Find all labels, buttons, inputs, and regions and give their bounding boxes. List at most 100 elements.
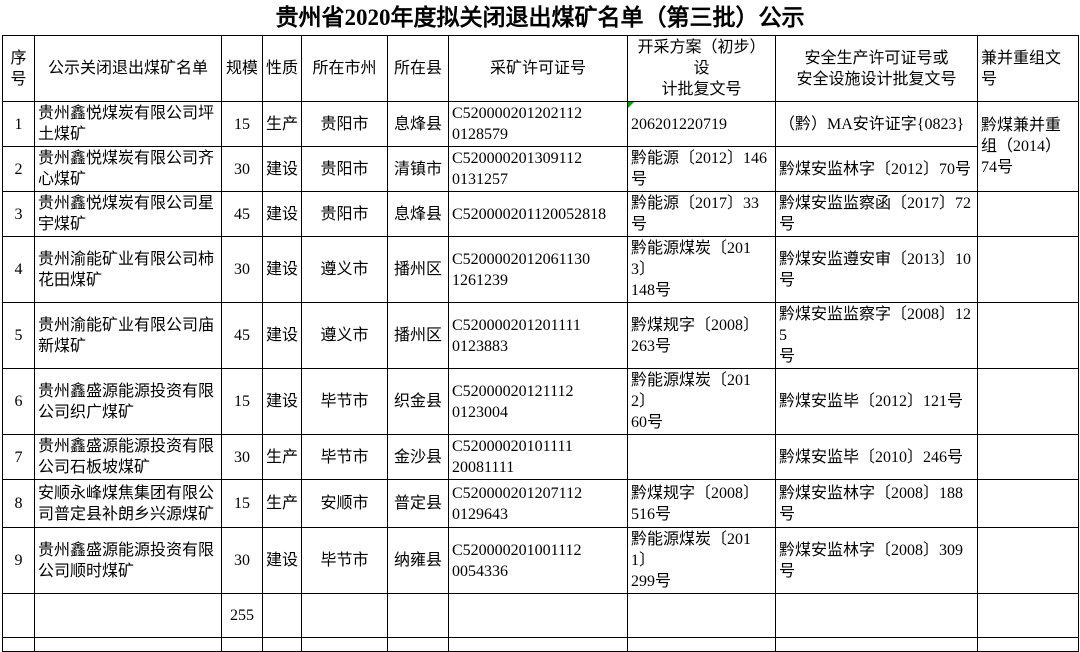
col-header-plan-approval: 开采方案（初步）设 计批复文号 <box>627 35 776 102</box>
cell-serial: 2 <box>2 146 35 192</box>
cell-mining-license: C520000201201111 0123883 <box>448 302 628 369</box>
cell-serial: 1 <box>2 101 35 147</box>
cell-city: 毕节市 <box>301 434 388 480</box>
cell-merger-doc-empty <box>977 593 1079 638</box>
plan-approval-text: 206201220719 <box>631 115 727 133</box>
cell-merger-doc <box>977 434 1079 480</box>
cell-merger-doc <box>977 302 1079 369</box>
cell-nature: 建设 <box>262 191 302 237</box>
announcement-page: 贵州省2020年度拟关闭退出煤矿名单（第三批）公示 序号 公示关闭退出煤矿名单 … <box>2 5 1079 652</box>
col-header-safety-license: 安全生产许可证号或 安全设施设计批复文号 <box>775 35 978 102</box>
cell-plan-approval: 黔能源煤炭〔2011〕 299号 <box>627 527 776 594</box>
cell-scale: 45 <box>221 191 263 237</box>
col-header-city: 所在市州 <box>301 35 388 102</box>
cell-safety-license: （黔）MA安许证字{0823} <box>775 101 978 147</box>
cell-mine-name-empty <box>34 593 222 638</box>
cell-nature: 建设 <box>262 302 302 369</box>
cell-mine-name: 安顺永峰煤焦集团有限公 司普定县补朗乡兴源煤矿 <box>34 479 222 528</box>
cell-empty <box>448 637 628 652</box>
cell-mine-name: 贵州鑫悦煤炭有限公司坪 土煤矿 <box>34 101 222 147</box>
page-title: 贵州省2020年度拟关闭退出煤矿名单（第三批）公示 <box>275 5 805 30</box>
cell-city: 贵阳市 <box>301 101 388 147</box>
cell-merger-doc: 黔煤兼并重 组（2014） 74号 <box>977 101 1079 192</box>
cell-scale: 15 <box>221 368 263 435</box>
col-header-scale: 规模 <box>221 35 263 102</box>
total-row: 255 <box>2 593 1079 638</box>
cell-city: 遵义市 <box>301 302 388 369</box>
cell-scale: 30 <box>221 236 263 303</box>
cell-city: 贵阳市 <box>301 146 388 192</box>
cell-county: 清镇市 <box>387 146 449 192</box>
table-row: 5 贵州渝能矿业有限公司庙 新煤矿 45 建设 遵义市 播州区 C5200002… <box>2 302 1079 369</box>
cell-serial-empty <box>2 593 35 638</box>
col-header-county: 所在县 <box>387 35 449 102</box>
cell-mining-license: C52000020121112 0123004 <box>448 368 628 435</box>
cell-mine-name: 贵州鑫盛源能源投资有限 公司织广煤矿 <box>34 368 222 435</box>
cell-serial: 8 <box>2 479 35 528</box>
col-header-nature: 性质 <box>262 35 302 102</box>
table-row: 8 安顺永峰煤焦集团有限公 司普定县补朗乡兴源煤矿 15 生产 安顺市 普定县 … <box>2 479 1079 528</box>
cell-empty <box>301 637 388 652</box>
cell-merger-doc <box>977 191 1079 237</box>
cell-serial: 4 <box>2 236 35 303</box>
cell-serial: 9 <box>2 527 35 594</box>
cell-merger-doc <box>977 479 1079 528</box>
cell-safety-license: 黔煤安监林字〔2008〕188号 <box>775 479 978 528</box>
cell-empty <box>34 637 222 652</box>
cell-county: 金沙县 <box>387 434 449 480</box>
coal-mine-closure-table: 序号 公示关闭退出煤矿名单 规模 性质 所在市州 所在县 采矿许可证号 开采方案… <box>2 35 1079 652</box>
cell-nature: 建设 <box>262 146 302 192</box>
cell-scale: 30 <box>221 146 263 192</box>
cell-mining-license: C520000201202112 0128579 <box>448 101 628 147</box>
cell-empty <box>2 637 35 652</box>
cell-safety-license: 黔煤安监林字〔2012〕70号 <box>775 146 978 192</box>
cell-city: 毕节市 <box>301 368 388 435</box>
cell-serial: 6 <box>2 368 35 435</box>
header-row: 序号 公示关闭退出煤矿名单 规模 性质 所在市州 所在县 采矿许可证号 开采方案… <box>2 35 1079 102</box>
cell-safety-license: 黔煤安监监察函〔2017〕72 号 <box>775 191 978 237</box>
cell-county: 播州区 <box>387 236 449 303</box>
table-row: 9 贵州鑫盛源能源投资有限 公司顺时煤矿 30 建设 毕节市 纳雍县 C5200… <box>2 527 1079 594</box>
cell-mining-license: C520000201120052818 <box>448 191 628 237</box>
cell-empty <box>775 637 978 652</box>
cell-mine-name: 贵州渝能矿业有限公司柿 花田煤矿 <box>34 236 222 303</box>
cell-nature-empty <box>262 593 302 638</box>
cell-plan-approval: 黔煤规字〔2008〕 516号 <box>627 479 776 528</box>
cell-city: 毕节市 <box>301 527 388 594</box>
cell-plan-approval: 黔煤规字〔2008〕 263号 <box>627 302 776 369</box>
table-row: 2 贵州鑫悦煤炭有限公司齐 心煤矿 30 建设 贵阳市 清镇市 C5200002… <box>2 146 1079 192</box>
cell-mining-license: C520000201207112 0129643 <box>448 479 628 528</box>
cell-mine-name: 贵州鑫盛源能源投资有限 公司石板坡煤矿 <box>34 434 222 480</box>
partial-bottom-row <box>2 637 1079 652</box>
cell-merger-doc <box>977 368 1079 435</box>
col-header-serial: 序号 <box>2 35 35 102</box>
cell-mine-name: 贵州鑫悦煤炭有限公司齐 心煤矿 <box>34 146 222 192</box>
cell-county: 纳雍县 <box>387 527 449 594</box>
cell-scale: 15 <box>221 101 263 147</box>
cell-mining-license: C520000201309112 0131257 <box>448 146 628 192</box>
cell-scale-total: 255 <box>221 593 263 638</box>
cell-empty <box>627 637 776 652</box>
cell-county: 普定县 <box>387 479 449 528</box>
table-row: 1 贵州鑫悦煤炭有限公司坪 土煤矿 15 生产 贵阳市 息烽县 C5200002… <box>2 101 1079 192</box>
cell-merger-doc <box>977 236 1079 303</box>
cell-serial: 5 <box>2 302 35 369</box>
cell-safety-license: 黔煤安监毕〔2010〕246号 <box>775 434 978 480</box>
cell-mine-name: 贵州渝能矿业有限公司庙 新煤矿 <box>34 302 222 369</box>
table-row: 7 贵州鑫盛源能源投资有限 公司石板坡煤矿 30 生产 毕节市 金沙县 C520… <box>2 434 1079 480</box>
cell-safety-license: 黔煤安监林字〔2008〕309号 <box>775 527 978 594</box>
cell-scale: 45 <box>221 302 263 369</box>
cell-nature: 生产 <box>262 479 302 528</box>
cell-nature: 建设 <box>262 527 302 594</box>
table-row: 6 贵州鑫盛源能源投资有限 公司织广煤矿 15 建设 毕节市 织金县 C5200… <box>2 368 1079 435</box>
col-header-mine-name: 公示关闭退出煤矿名单 <box>34 35 222 102</box>
cell-nature: 建设 <box>262 236 302 303</box>
cell-mining-license: C5200002012061130 1261239 <box>448 236 628 303</box>
cell-safety-license: 黔煤安监遵安审〔2013〕10 号 <box>775 236 978 303</box>
cell-serial: 7 <box>2 434 35 480</box>
cell-county: 织金县 <box>387 368 449 435</box>
cell-city: 贵阳市 <box>301 191 388 237</box>
cell-serial: 3 <box>2 191 35 237</box>
cell-county-empty <box>387 593 449 638</box>
cell-mining-license: C52000020101111 20081111 <box>448 434 628 480</box>
